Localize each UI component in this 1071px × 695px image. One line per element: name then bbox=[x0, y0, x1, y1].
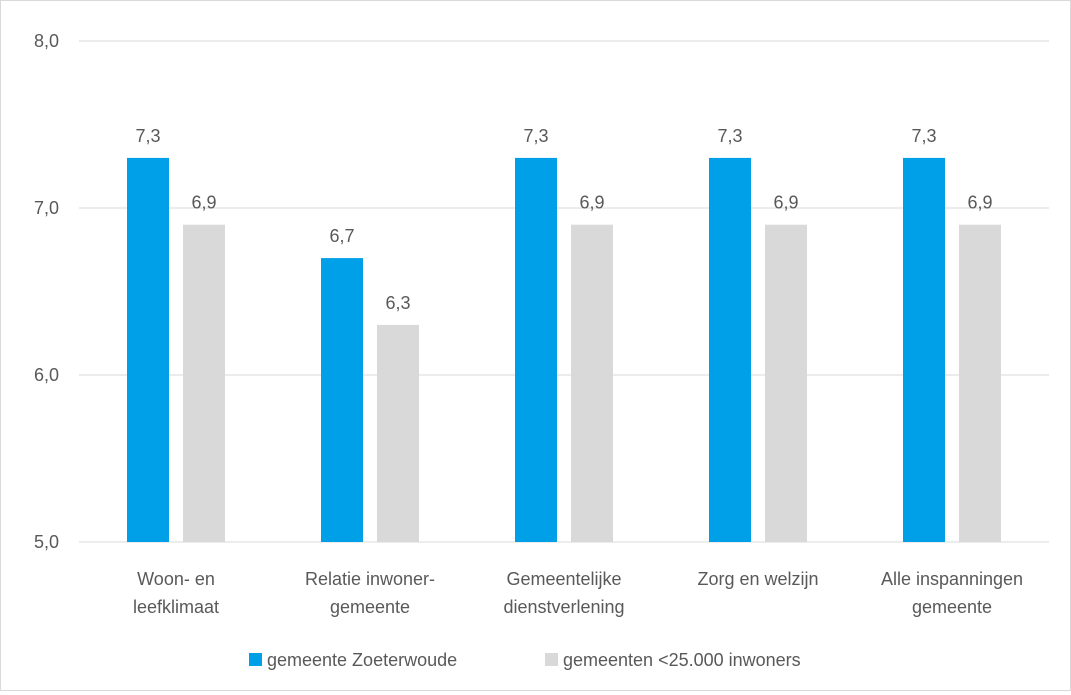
category-label-line: leefklimaat bbox=[133, 597, 219, 617]
category-label: Alle inspanningen gemeente bbox=[881, 569, 1023, 617]
x-axis-categories: Woon- en leefklimaat Relatie inwoner-gemee… bbox=[133, 569, 1023, 617]
y-axis-ticks: 5,0 6,0 7,0 8,0 bbox=[34, 31, 59, 552]
bar bbox=[959, 224, 1001, 542]
bar bbox=[903, 157, 945, 542]
y-tick-label: 7,0 bbox=[34, 198, 59, 218]
data-label: 6,9 bbox=[773, 193, 798, 213]
data-label: 6,9 bbox=[579, 193, 604, 213]
data-label: 6,7 bbox=[329, 226, 354, 246]
category-label-line: Relatie inwoner- bbox=[305, 569, 435, 589]
category-label: Relatie inwoner-gemeente bbox=[305, 569, 435, 617]
bar bbox=[183, 224, 225, 542]
data-label: 6,3 bbox=[385, 293, 410, 313]
bar bbox=[377, 324, 419, 542]
y-tick-label: 8,0 bbox=[34, 31, 59, 51]
category-label-line: Woon- en bbox=[137, 569, 215, 589]
bar bbox=[127, 157, 169, 542]
category-label: Woon- en leefklimaat bbox=[133, 569, 219, 617]
bar bbox=[321, 258, 363, 542]
legend-label: gemeenten <25.000 inwoners bbox=[563, 650, 801, 670]
bars bbox=[127, 157, 1001, 542]
gridlines bbox=[79, 40, 1049, 543]
category-label: Gemeentelijke dienstverlening bbox=[503, 569, 624, 617]
category-label-line: gemeente bbox=[912, 597, 992, 617]
legend: gemeente Zoeterwoude gemeenten <25.000 in… bbox=[249, 650, 801, 670]
category-label-line: gemeente bbox=[330, 597, 410, 617]
legend-swatch bbox=[249, 653, 262, 666]
data-label: 6,9 bbox=[191, 193, 216, 213]
bar bbox=[571, 224, 613, 542]
data-labels: 7,3 6,9 6,7 6,3 7,3 6,9 7,3 6,9 7,3 6,9 bbox=[135, 126, 992, 313]
data-label: 7,3 bbox=[717, 126, 742, 146]
data-label: 7,3 bbox=[523, 126, 548, 146]
category-label: Zorg en welzijn bbox=[697, 569, 818, 589]
category-label-line: Alle inspanningen bbox=[881, 569, 1023, 589]
legend-label: gemeente Zoeterwoude bbox=[267, 650, 457, 670]
legend-swatch bbox=[545, 653, 558, 666]
y-tick-label: 6,0 bbox=[34, 365, 59, 385]
category-label-line: Zorg en welzijn bbox=[697, 569, 818, 589]
data-label: 7,3 bbox=[911, 126, 936, 146]
data-label: 6,9 bbox=[967, 193, 992, 213]
category-label-line: Gemeentelijke bbox=[506, 569, 621, 589]
category-label-line: dienstverlening bbox=[503, 597, 624, 617]
bar bbox=[709, 157, 751, 542]
y-tick-label: 5,0 bbox=[34, 532, 59, 552]
bar bbox=[515, 157, 557, 542]
data-label: 7,3 bbox=[135, 126, 160, 146]
bar bbox=[765, 224, 807, 542]
